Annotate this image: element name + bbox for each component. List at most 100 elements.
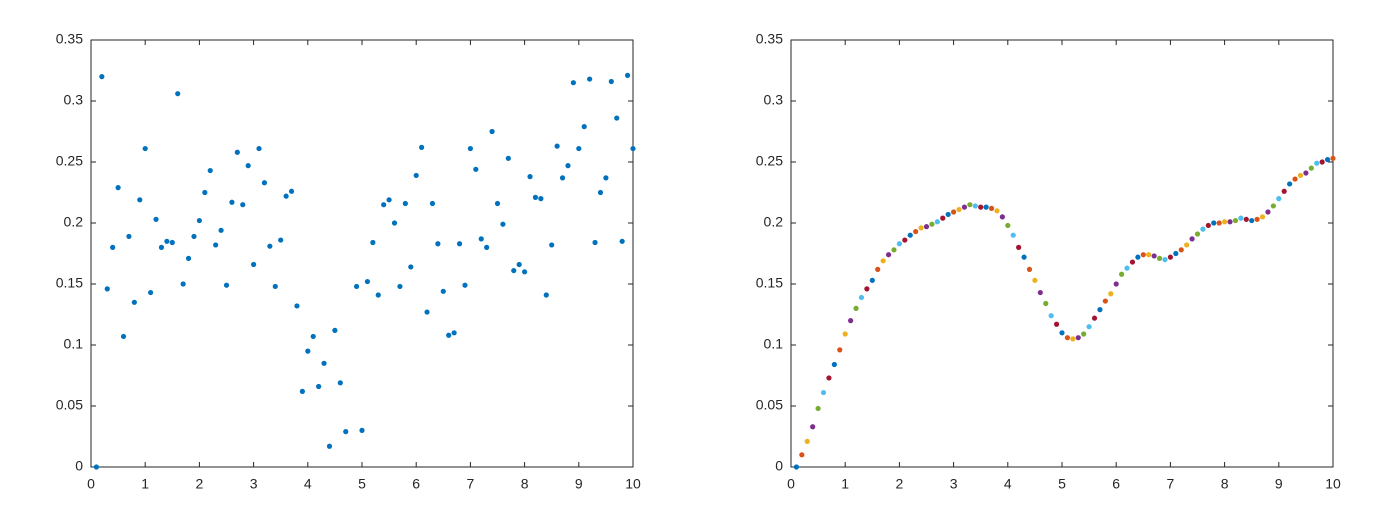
point bbox=[793, 464, 800, 470]
point bbox=[1287, 181, 1293, 187]
point bbox=[1043, 300, 1049, 307]
point bbox=[1162, 257, 1168, 263]
point bbox=[1238, 215, 1244, 221]
point bbox=[956, 206, 962, 213]
point bbox=[213, 242, 219, 248]
point bbox=[1276, 196, 1282, 202]
y-tick-label: 0.1 bbox=[764, 336, 784, 352]
point bbox=[1254, 216, 1260, 222]
point bbox=[1222, 219, 1228, 225]
point bbox=[1216, 220, 1222, 226]
point bbox=[549, 242, 555, 248]
point bbox=[815, 405, 821, 412]
point bbox=[456, 241, 463, 247]
point bbox=[1319, 159, 1325, 165]
point bbox=[864, 286, 870, 292]
point bbox=[115, 185, 121, 191]
point bbox=[581, 124, 587, 130]
axes-box bbox=[790, 39, 1334, 468]
point bbox=[592, 239, 598, 246]
point bbox=[1194, 231, 1201, 237]
point bbox=[967, 202, 973, 208]
x-tick-label: 2 bbox=[196, 476, 204, 492]
point bbox=[1135, 254, 1141, 260]
x-tick-label: 5 bbox=[358, 476, 366, 492]
point bbox=[424, 309, 430, 315]
point bbox=[451, 330, 457, 336]
point bbox=[831, 361, 837, 368]
point bbox=[386, 197, 392, 203]
point bbox=[1059, 330, 1065, 336]
point bbox=[353, 283, 360, 290]
point bbox=[484, 244, 490, 250]
point bbox=[516, 261, 522, 268]
point bbox=[321, 360, 327, 366]
point bbox=[999, 214, 1005, 220]
point bbox=[148, 289, 154, 296]
y-tick-label: 0.25 bbox=[756, 153, 783, 169]
point bbox=[196, 217, 202, 224]
point bbox=[494, 200, 501, 207]
point bbox=[169, 239, 175, 246]
point bbox=[810, 424, 816, 430]
point bbox=[364, 278, 371, 285]
point bbox=[343, 429, 349, 435]
point bbox=[137, 197, 143, 203]
point bbox=[218, 227, 224, 233]
point bbox=[1026, 266, 1033, 272]
point bbox=[164, 238, 170, 244]
point bbox=[120, 333, 127, 340]
x-tick-label: 7 bbox=[467, 476, 475, 492]
point bbox=[1314, 160, 1320, 166]
point bbox=[185, 255, 192, 261]
point bbox=[93, 464, 100, 470]
point bbox=[1232, 217, 1239, 224]
point bbox=[191, 233, 197, 240]
point bbox=[202, 189, 208, 196]
point bbox=[267, 243, 273, 249]
point bbox=[1129, 259, 1136, 265]
x-tick-label: 9 bbox=[1275, 476, 1283, 492]
point bbox=[288, 188, 295, 194]
point bbox=[419, 144, 425, 150]
point bbox=[1053, 321, 1060, 327]
point bbox=[261, 180, 268, 186]
point bbox=[467, 145, 473, 152]
point bbox=[858, 294, 865, 301]
point bbox=[251, 261, 257, 268]
point bbox=[310, 333, 316, 340]
point bbox=[532, 194, 539, 200]
point bbox=[820, 389, 827, 396]
x-tick-label: 0 bbox=[87, 476, 95, 492]
point bbox=[1167, 254, 1173, 260]
point bbox=[913, 228, 919, 235]
point bbox=[1227, 219, 1233, 225]
point bbox=[446, 332, 452, 338]
x-tick-label: 2 bbox=[896, 476, 904, 492]
point bbox=[988, 205, 995, 211]
x-tick-label: 7 bbox=[1167, 476, 1175, 492]
point bbox=[853, 305, 859, 311]
point bbox=[972, 203, 978, 209]
y-tick-label: 0.05 bbox=[756, 397, 783, 413]
point bbox=[256, 145, 262, 152]
point bbox=[99, 74, 105, 80]
point bbox=[885, 252, 892, 258]
point bbox=[381, 202, 387, 208]
point bbox=[294, 303, 300, 309]
point bbox=[1086, 324, 1092, 330]
point bbox=[1021, 254, 1027, 260]
point bbox=[305, 348, 311, 354]
point bbox=[473, 166, 479, 172]
point bbox=[570, 80, 576, 86]
x-tick-label: 1 bbox=[841, 476, 849, 492]
point bbox=[1189, 236, 1195, 242]
point bbox=[1064, 335, 1071, 341]
point bbox=[1146, 252, 1152, 258]
point bbox=[522, 269, 528, 275]
point bbox=[1070, 336, 1076, 342]
point bbox=[918, 225, 924, 231]
point bbox=[923, 224, 930, 230]
